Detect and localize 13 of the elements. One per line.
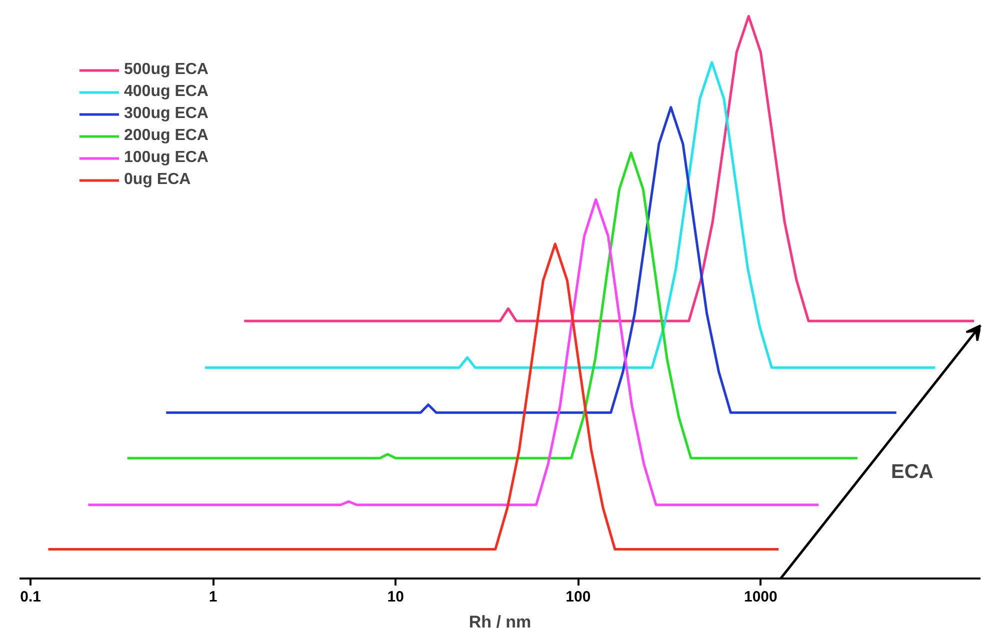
x-tick-label: 1000 [744,588,778,606]
x-tick-label: 0.1 [20,588,41,606]
x-tick-label: 10 [387,588,404,606]
legend-label: 400ug ECA [124,82,208,102]
annotation: ECA [891,460,934,483]
x-axis-title: Rh / nm [468,612,532,632]
x-tick-label: 100 [566,588,591,606]
legend-label: 500ug ECA [124,60,208,80]
legend-label: 100ug ECA [124,148,208,168]
legend-label: 200ug ECA [124,126,208,146]
x-tick-label: 1 [208,588,218,606]
legend-label: 0ug ECA [124,170,191,190]
legend-label: 300ug ECA [124,104,208,124]
